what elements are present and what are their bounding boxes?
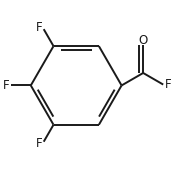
Text: F: F — [35, 137, 42, 150]
Text: F: F — [3, 79, 10, 92]
Text: F: F — [35, 21, 42, 34]
Text: F: F — [165, 78, 171, 91]
Text: O: O — [139, 34, 148, 47]
